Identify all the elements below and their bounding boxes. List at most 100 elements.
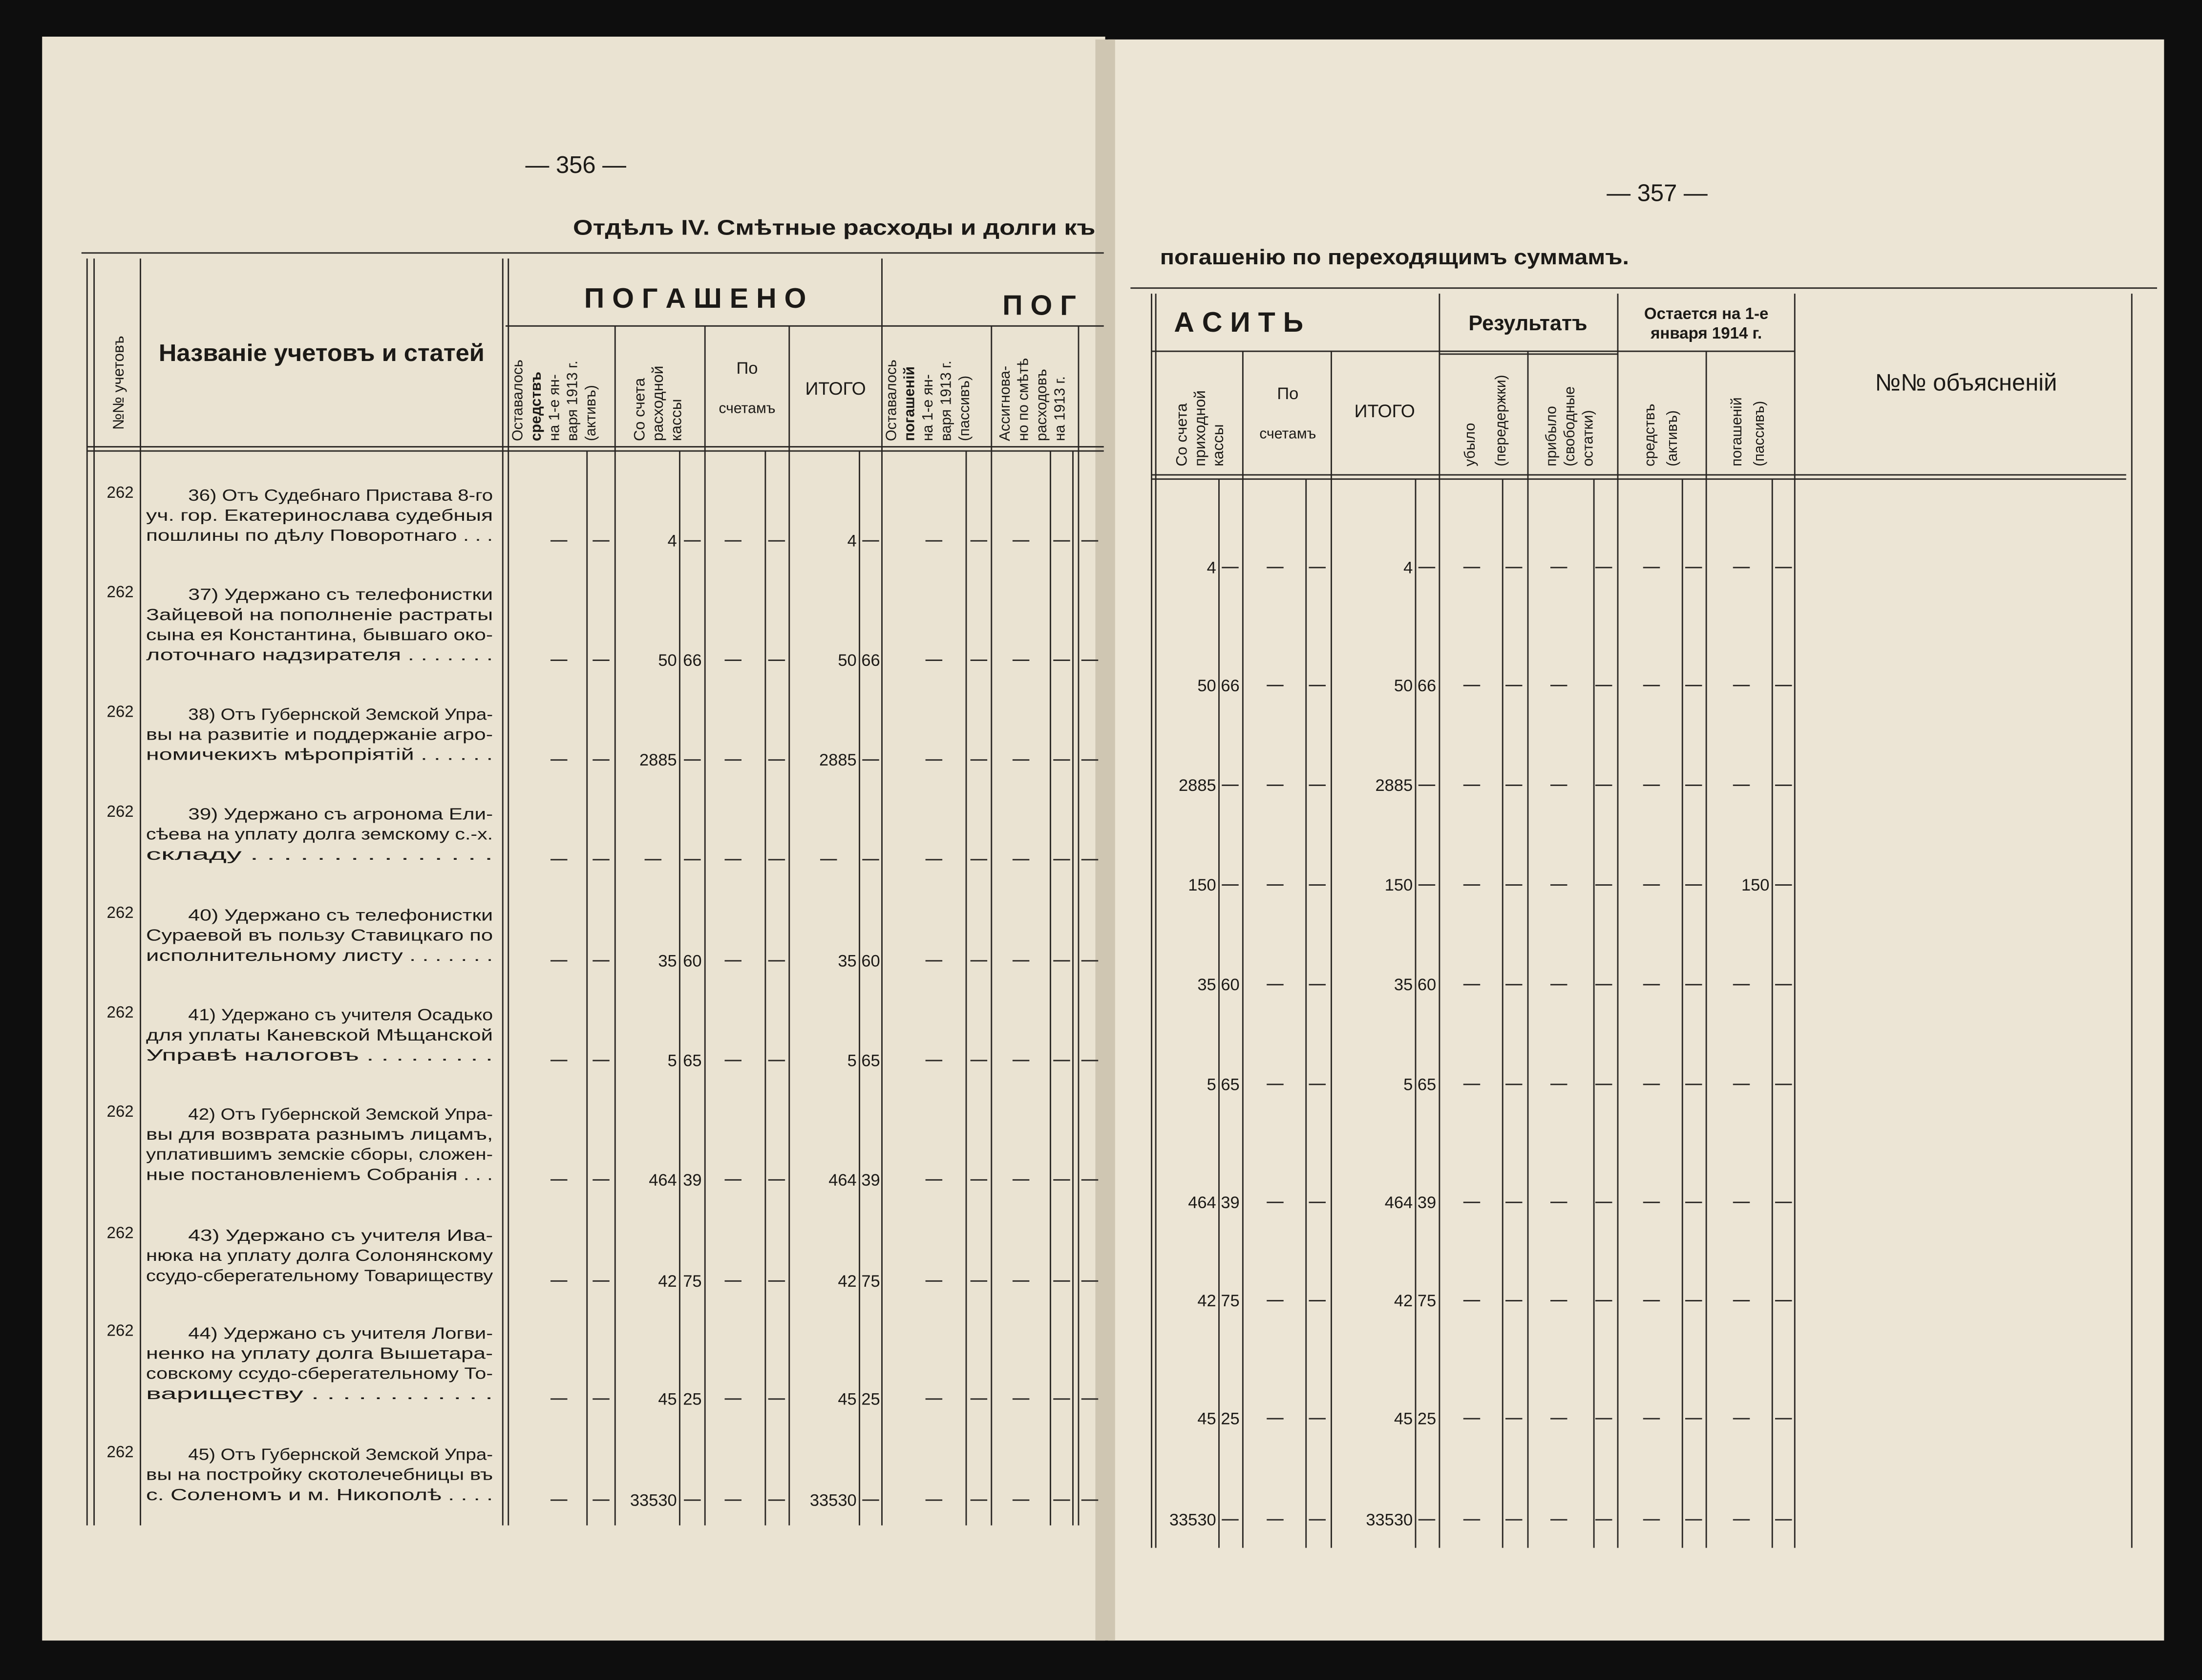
column-header: на 1913 г. bbox=[1052, 376, 1068, 441]
column-header: приходной bbox=[1191, 390, 1208, 467]
section-title: погашенію по переходящимъ суммамъ. bbox=[1160, 246, 1629, 269]
amount-kopecks: 25 bbox=[1418, 1410, 1436, 1428]
column-header: расходовъ bbox=[1034, 369, 1050, 441]
entry-text: вы на постройку скотолечебницы въ bbox=[146, 1466, 493, 1484]
entry-text: сѣева на уплату долга земскому с.-х. bbox=[146, 826, 493, 844]
column-header: Названіе учетовъ и статей bbox=[159, 340, 485, 366]
entry-text: 45) Отъ Губернской Земской Упра- bbox=[188, 1446, 493, 1464]
amount-rubles: 5 bbox=[847, 1051, 857, 1070]
amount-rubles: 35 bbox=[1394, 976, 1413, 994]
amount-rubles: 2885 bbox=[1179, 776, 1216, 795]
amount-rubles: 35 bbox=[658, 952, 677, 970]
entry-text: исполнительному листу . . . . . . . bbox=[146, 947, 493, 965]
amount-kopecks: 25 bbox=[861, 1390, 880, 1408]
amount-rubles: 42 bbox=[1197, 1292, 1216, 1310]
amount-rubles: 45 bbox=[1197, 1410, 1216, 1428]
amount-rubles: 150 bbox=[1385, 876, 1413, 894]
column-header: января 1914 г. bbox=[1650, 324, 1762, 342]
right-page bbox=[1108, 39, 2164, 1641]
entry-text: 41) Удержано съ учителя Осадько bbox=[188, 1006, 493, 1024]
amount-kopecks: 39 bbox=[683, 1171, 701, 1190]
amount-rubles: 2885 bbox=[1376, 776, 1413, 795]
entry-text: 37) Удержано съ телефонистки bbox=[188, 586, 493, 604]
account-number: 262 bbox=[107, 703, 134, 721]
column-header: Оставалось bbox=[883, 360, 899, 441]
amount-kopecks: 60 bbox=[1418, 976, 1436, 994]
amount-rubles: 150 bbox=[1741, 876, 1770, 894]
entry-text: номичекихъ мѣропріятій . . . . . . bbox=[146, 746, 493, 764]
amount-rubles: 50 bbox=[1394, 677, 1413, 695]
left-page bbox=[42, 37, 1105, 1641]
amount-kopecks: 75 bbox=[1221, 1292, 1239, 1310]
entry-text: вы для возврата разнымъ лицамъ, bbox=[146, 1126, 493, 1144]
column-header: варя 1913 г. bbox=[565, 361, 581, 441]
amount-rubles: 150 bbox=[1188, 876, 1216, 894]
amount-kopecks: 39 bbox=[1418, 1193, 1436, 1212]
account-number: 262 bbox=[107, 484, 134, 502]
column-header: (активъ) bbox=[1664, 410, 1680, 467]
amount-rubles: 5 bbox=[1403, 1075, 1413, 1094]
account-number: 262 bbox=[107, 904, 134, 922]
entry-text: 39) Удержано съ агронома Ели- bbox=[188, 806, 493, 824]
column-header: Со счета bbox=[631, 378, 648, 441]
entry-text: с. Соленомъ и м. Никополѣ . . . . bbox=[146, 1486, 493, 1504]
column-header: погашеній bbox=[902, 366, 918, 441]
column-header: А С И Т Ь bbox=[1174, 307, 1303, 338]
entry-text: Сураевой въ пользу Ставицкаго по bbox=[146, 927, 493, 945]
amount-kopecks: 75 bbox=[1418, 1292, 1436, 1310]
entry-text: уплатившимъ земскіе сборы, сложен- bbox=[146, 1146, 493, 1164]
amount-rubles: 2885 bbox=[819, 751, 857, 769]
entry-text: 44) Удержано съ учителя Логви- bbox=[188, 1324, 493, 1342]
amount-rubles: 33530 bbox=[1366, 1511, 1413, 1530]
amount-kopecks: 65 bbox=[1418, 1075, 1436, 1094]
entry-text: 38) Отъ Губернской Земской Упра- bbox=[188, 705, 493, 723]
amount-kopecks: 75 bbox=[683, 1272, 701, 1291]
amount-kopecks: 66 bbox=[1221, 677, 1239, 695]
column-header: №№ объясненій bbox=[1875, 370, 2057, 396]
amount-rubles: 45 bbox=[658, 1390, 677, 1408]
amount-kopecks: 66 bbox=[861, 651, 880, 670]
entry-text: 43) Удержано съ учителя Ива- bbox=[188, 1227, 493, 1245]
amount-kopecks: 39 bbox=[861, 1171, 880, 1190]
amount-rubles: 33530 bbox=[630, 1491, 677, 1510]
column-header: (свободные bbox=[1562, 386, 1578, 467]
entry-text: Управѣ налоговъ . . . . . . . . . bbox=[146, 1046, 493, 1064]
entry-text: лоточнаго надзирателя . . . . . . . bbox=[146, 646, 493, 664]
column-header: (активъ) bbox=[583, 385, 599, 441]
amount-rubles: 464 bbox=[1188, 1193, 1216, 1212]
amount-kopecks: 75 bbox=[861, 1272, 880, 1291]
entry-text: сына ея Константина, бывшаго око- bbox=[146, 626, 493, 644]
entry-text: 36) Отъ Судебнаго Пристава 8-го bbox=[188, 487, 493, 505]
amount-rubles: 42 bbox=[1394, 1292, 1413, 1310]
column-header: но по смѣтѣ bbox=[1016, 358, 1032, 441]
column-header: средствъ bbox=[1642, 404, 1658, 466]
column-header: (пассивъ) bbox=[956, 376, 973, 441]
column-header: варя 1913 г. bbox=[938, 361, 954, 441]
column-header: средствъ bbox=[528, 372, 544, 441]
column-header: счетамъ bbox=[719, 401, 775, 417]
account-number: 262 bbox=[107, 803, 134, 821]
account-number: 262 bbox=[107, 583, 134, 601]
column-header: По bbox=[737, 359, 758, 378]
account-number: 262 bbox=[107, 1443, 134, 1461]
amount-rubles: 464 bbox=[1385, 1193, 1413, 1212]
column-header: Ассигнова- bbox=[997, 366, 1013, 441]
entry-text: складу . . . . . . . . . . . . . . . bbox=[146, 846, 493, 864]
amount-kopecks: 25 bbox=[1221, 1410, 1239, 1428]
entry-text: пошлины по дѣлу Поворотнаго . . . bbox=[146, 527, 493, 545]
entry-text: вариществу . . . . . . . . . . . . bbox=[146, 1385, 493, 1403]
entry-text: для уплаты Каневской Мѣщанской bbox=[146, 1026, 493, 1044]
entry-text: 40) Удержано съ телефонистки bbox=[188, 907, 493, 925]
column-header: (пассивъ) bbox=[1751, 401, 1767, 467]
column-header: расходной bbox=[649, 366, 666, 441]
amount-kopecks: 66 bbox=[1418, 677, 1436, 695]
entry-text: 42) Отъ Губернской Земской Упра- bbox=[188, 1106, 493, 1124]
column-header: По bbox=[1277, 384, 1298, 403]
entry-text: ные постановленіемъ Собранія . . . bbox=[146, 1166, 493, 1184]
amount-rubles: 4 bbox=[1403, 558, 1413, 577]
entry-text: уч. гор. Екатеринослава судебныя bbox=[146, 507, 493, 525]
amount-rubles: 33530 bbox=[1169, 1511, 1216, 1530]
column-header: П О Г bbox=[1002, 290, 1076, 321]
